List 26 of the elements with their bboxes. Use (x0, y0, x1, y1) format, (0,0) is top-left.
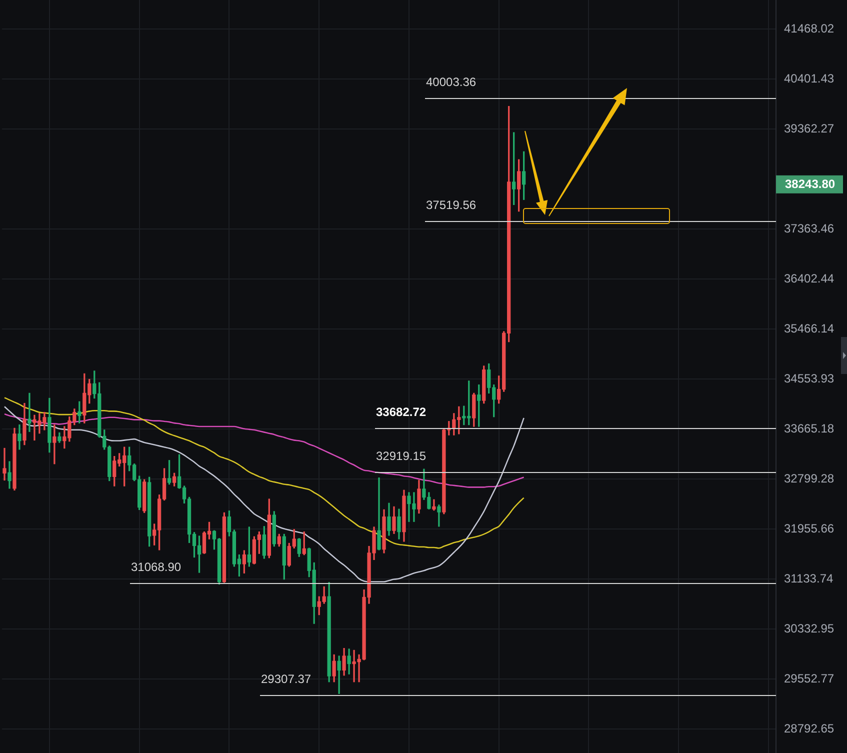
y-tick-label: 35466.14 (784, 321, 834, 336)
ref-line-label: 40003.36 (426, 74, 476, 89)
y-tick-label: 30332.95 (784, 621, 834, 636)
y-tick-label: 33665.18 (784, 421, 834, 436)
y-tick-label: 39362.27 (784, 121, 834, 136)
text: 38243.80 (785, 177, 836, 192)
ref-line-label: 37519.56 (426, 198, 476, 212)
y-tick-label: 40401.43 (784, 71, 834, 86)
y-tick-label: 31955.66 (784, 521, 834, 536)
candlestick (52, 424, 56, 464)
y-tick-label: 41468.02 (784, 21, 834, 36)
y-tick-label: 34553.93 (784, 371, 834, 386)
y-tick-label: 31133.74 (784, 571, 834, 586)
y-tick-label: 32799.28 (784, 471, 834, 486)
ref-line-label: 33682.72 (376, 404, 426, 419)
line-series (4, 406, 524, 582)
y-tick-label: 36402.44 (784, 271, 834, 286)
ref-line-label: 29307.37 (261, 672, 312, 686)
y-tick-label: 28792.65 (784, 721, 834, 736)
ref-line-label: 31068.90 (131, 560, 182, 574)
y-tick-label: 37363.46 (784, 221, 834, 236)
y-tick-label: 29552.77 (784, 671, 834, 686)
candlestick (28, 392, 32, 432)
candlestick (2, 448, 6, 481)
candlestick (337, 656, 341, 694)
ref-line-label: 32919.15 (376, 448, 426, 463)
